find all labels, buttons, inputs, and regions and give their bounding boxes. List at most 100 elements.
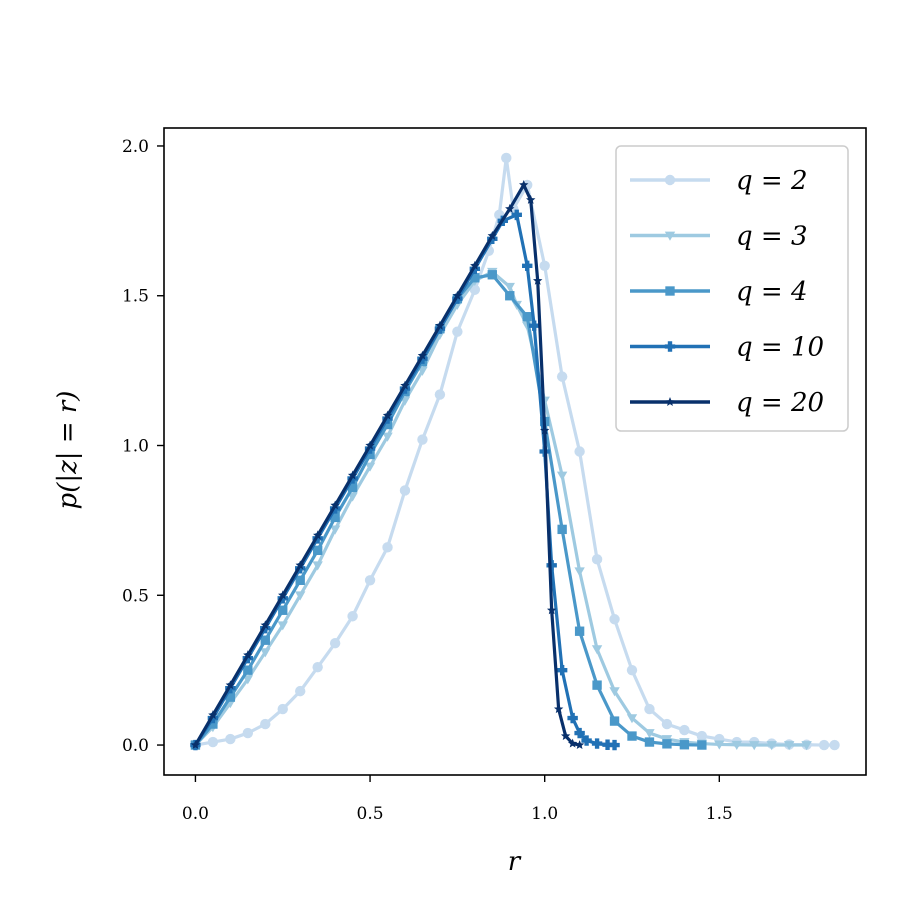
series-layer [190, 152, 840, 751]
data-point [225, 680, 236, 690]
data-point [574, 727, 585, 739]
data-point [278, 605, 288, 615]
data-point [626, 714, 638, 724]
data-point [553, 704, 564, 714]
data-point [260, 718, 271, 730]
data-point [644, 703, 655, 715]
data-point [661, 718, 673, 730]
data-point [574, 446, 585, 457]
data-point [469, 284, 481, 295]
data-point [539, 260, 550, 271]
data-point [533, 275, 543, 285]
x-tick-label: 1.5 [706, 804, 733, 824]
data-point [766, 741, 777, 751]
data-point [399, 485, 411, 496]
y-tick-label: 0.5 [122, 586, 149, 606]
data-point [243, 650, 253, 660]
data-point [714, 740, 725, 750]
data-point [400, 380, 410, 390]
data-point [505, 291, 515, 301]
data-point [487, 230, 497, 240]
data-point [567, 712, 578, 724]
data-point [260, 620, 270, 630]
data-point [591, 645, 603, 655]
data-point [312, 530, 323, 540]
data-point [470, 273, 480, 283]
data-point [242, 727, 254, 739]
legend-swatch-marker [664, 174, 676, 186]
data-point [487, 270, 497, 280]
data-point [225, 692, 236, 702]
y-tick-label: 2.0 [122, 137, 149, 157]
x-tick-label: 0.5 [357, 804, 384, 824]
data-point [662, 739, 672, 749]
data-point [539, 425, 550, 435]
legend-label: q = 20 [736, 388, 824, 418]
data-point [609, 614, 620, 625]
data-point [581, 735, 592, 746]
data-point [208, 710, 218, 720]
legend-item: q = 20 [630, 388, 824, 418]
series-5 [190, 179, 585, 750]
data-point [382, 410, 393, 420]
data-point [591, 554, 603, 565]
data-point [609, 739, 620, 751]
data-point [627, 731, 637, 741]
data-point [626, 664, 638, 676]
data-point [260, 648, 271, 658]
legend-item: q = 10 [630, 333, 824, 363]
data-point [829, 739, 840, 751]
data-point [560, 731, 571, 741]
series-line [194, 183, 580, 747]
legend-swatch-marker [664, 341, 676, 352]
x-tick-label: 1.0 [531, 804, 558, 824]
data-point [278, 590, 288, 600]
data-point [679, 740, 690, 750]
data-point [295, 560, 305, 570]
data-point [364, 575, 376, 586]
series-line [195, 156, 835, 747]
data-point [679, 724, 690, 736]
data-point [417, 434, 428, 445]
data-point [417, 350, 428, 360]
data-point [592, 680, 602, 690]
data-point [731, 740, 742, 750]
data-point [382, 542, 393, 553]
data-point [295, 685, 306, 697]
legend-swatch-marker [665, 286, 675, 296]
data-point [574, 740, 585, 750]
x-axis: 0.0 0.5 1.0 1.5 [182, 775, 733, 824]
data-point [295, 591, 306, 601]
data-point [557, 524, 567, 535]
data-point [312, 561, 323, 571]
data-point [574, 626, 585, 636]
data-point [749, 741, 760, 751]
data-point [697, 740, 707, 750]
data-point [511, 209, 522, 221]
data-point [190, 740, 201, 750]
plot-frame [163, 127, 867, 776]
y-tick-label: 0.0 [122, 736, 149, 756]
data-point [519, 179, 529, 189]
data-point [591, 738, 603, 749]
data-point [801, 741, 812, 751]
data-point [602, 739, 613, 750]
legend-swatch-marker [664, 231, 676, 241]
legend-box [615, 145, 849, 432]
data-point [207, 736, 219, 748]
y-tick-label: 1.0 [122, 437, 149, 457]
legend-item: q = 4 [630, 277, 808, 307]
legend-label: q = 10 [736, 333, 824, 363]
data-point [452, 326, 463, 337]
data-point [546, 605, 557, 615]
legend-item: q = 2 [630, 166, 808, 196]
data-point [312, 661, 323, 673]
data-point [225, 733, 236, 745]
data-point [347, 611, 358, 622]
data-point [260, 635, 270, 645]
data-point [434, 389, 446, 400]
data-point [783, 741, 795, 751]
data-point [330, 500, 340, 510]
legend-swatch-marker [665, 397, 675, 406]
data-point [329, 638, 341, 649]
